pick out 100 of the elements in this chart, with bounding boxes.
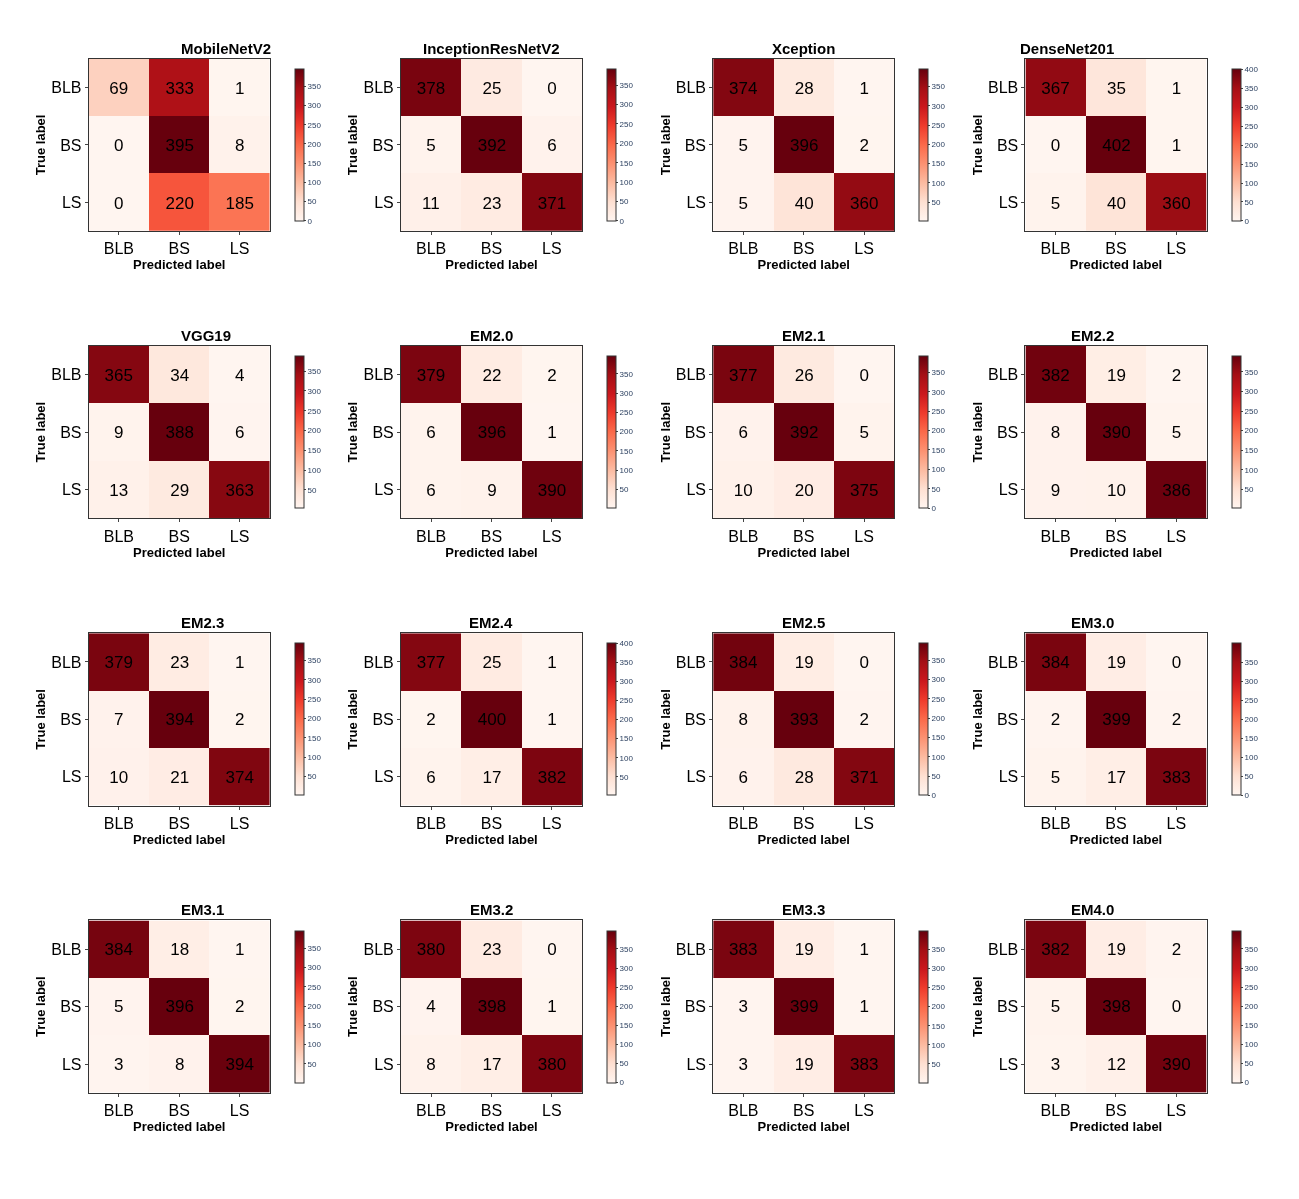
data-label: 11 [422,193,440,213]
x-tick-label: BS [793,814,815,832]
color-bar-label: 50 [1244,772,1255,782]
x-axis-title: Predicted label [445,257,538,273]
x-tick-label: BS [793,527,815,545]
color-bar-label: 250 [931,407,946,417]
color-bar-label: 250 [619,696,634,706]
color-bar-label: 100 [1244,465,1259,475]
chart-title: EM3.1 [181,901,225,918]
y-tick-label: BLB [987,79,1019,97]
data-label: 10 [1106,480,1126,500]
x-axis-title: Predicted label [133,544,226,560]
color-bar-label: 100 [619,1040,634,1050]
color-bar-label: 100 [931,1040,946,1050]
color-bar-label: 50 [931,197,942,207]
color-bar-label: 150 [1244,445,1259,455]
color-bar-label: 400 [619,639,634,649]
x-axis-title: Predicted label [133,831,226,847]
y-tick-label: LS [374,481,394,499]
data-label: 1 [234,653,245,673]
chart-title: EM2.0 [470,327,514,344]
data-label: 360 [850,193,879,213]
color-bar-label: 100 [931,465,946,475]
y-tick-label: LS [998,1055,1019,1073]
color-bar-label: 150 [307,158,322,168]
x-axis-title: Predicted label [757,257,850,273]
data-label: 19 [794,940,814,960]
data-label: 1 [547,653,557,673]
x-axis-title: Predicted label [757,1119,850,1135]
data-label: 384 [104,940,133,960]
y-tick-label: BS [996,423,1019,441]
y-tick-label: BLB [51,653,82,671]
data-label: 13 [109,480,129,500]
y-axis-title: True label [657,114,673,176]
y-tick-label: BS [372,423,394,441]
data-label: 1 [234,78,245,98]
color-bar-label: 350 [619,944,634,954]
x-axis-title: Predicted label [1069,831,1163,847]
x-tick-label: LS [1166,527,1187,545]
x-tick-label: BLB [1040,240,1071,258]
y-tick-label: BS [684,423,706,441]
data-label: 19 [1106,653,1126,673]
y-tick-label: BS [684,710,706,728]
x-tick-label: LS [542,527,562,545]
data-label: 371 [537,193,567,213]
color-bar-label: 50 [307,772,318,782]
data-label: 17 [482,1055,502,1075]
x-axis-title: Predicted label [1069,257,1163,273]
data-label: 9 [487,480,497,500]
data-label: 360 [1162,193,1191,213]
color-bar-label: 250 [931,694,946,704]
y-tick-label: BS [372,998,394,1016]
data-label: 374 [729,78,758,98]
chart-title: EM2.3 [181,614,225,631]
data-label: 384 [1041,653,1070,673]
x-tick-label: BS [168,814,190,832]
data-label: 23 [482,193,502,213]
y-tick-label: BS [60,423,82,441]
x-tick-label: LS [542,1102,562,1120]
data-label: 0 [547,78,557,98]
data-label: 21 [170,768,190,788]
x-tick-label: BLB [103,1102,134,1120]
data-label: 0 [113,135,124,155]
y-tick-label: BLB [987,940,1019,958]
y-tick-label: BLB [51,940,82,958]
y-axis-title: True label [969,689,985,750]
color-bar-label: 250 [307,120,322,130]
color-bar-label: 300 [931,101,946,111]
x-tick-label: LS [542,240,562,258]
y-tick-label: BLB [51,366,82,384]
x-tick-label: BLB [1040,1102,1071,1120]
data-label: 1 [1171,78,1182,98]
x-tick-label: LS [229,814,250,832]
data-label: 10 [733,480,753,500]
y-axis-title: True label [345,976,361,1037]
color-bar-label: 350 [619,369,634,379]
color-bar-label: 100 [931,178,946,188]
x-tick-label: LS [229,1102,250,1120]
color-bar-label: 50 [1244,1059,1255,1069]
y-tick-label: BLB [675,940,706,958]
data-label: 2 [859,710,869,730]
data-label: 19 [1106,940,1126,960]
y-tick-label: LS [61,1055,82,1073]
color-bar-label: 400 [1244,65,1259,75]
data-label: 0 [113,193,124,213]
color-bar-label: 250 [619,982,634,992]
color-bar-label: 250 [931,120,946,130]
data-label: 394 [225,1055,254,1075]
data-label: 390 [537,480,567,500]
x-tick-label: LS [854,240,874,258]
x-tick-label: BLB [416,814,447,832]
color-bar-label: 50 [931,771,942,781]
data-label: 399 [790,997,819,1017]
data-label: 382 [537,768,567,788]
data-label: 395 [165,135,194,155]
y-tick-label: BLB [675,366,706,384]
x-tick-label: BLB [728,814,759,832]
data-label: 2 [234,997,245,1017]
x-tick-label: LS [229,527,250,545]
data-label: 34 [170,365,190,385]
